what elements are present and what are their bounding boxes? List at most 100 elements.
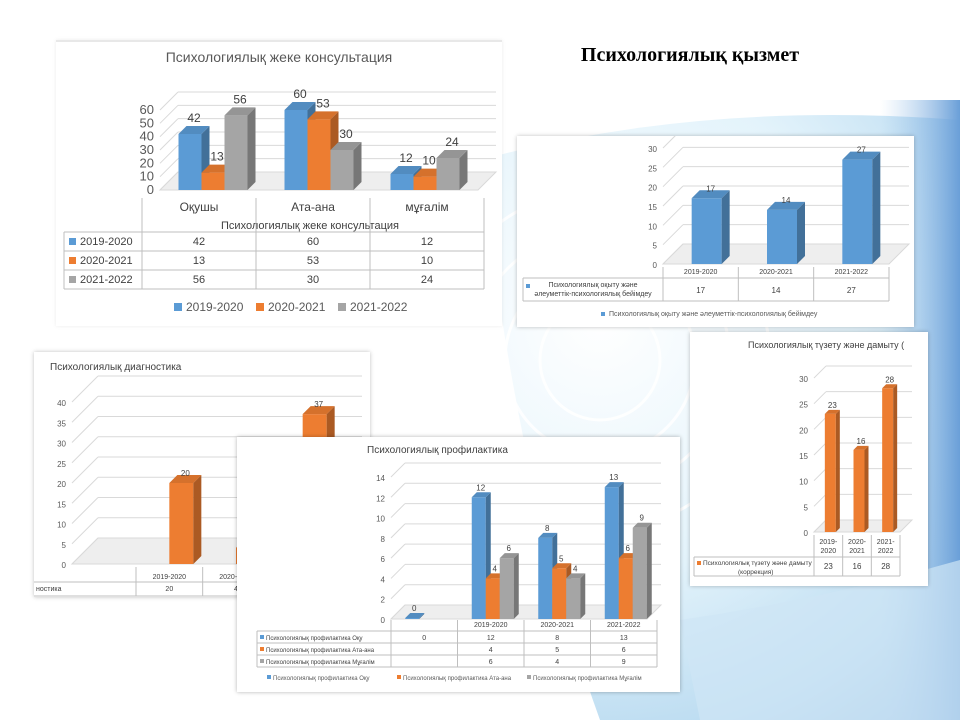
y-tick-label: 50 (140, 115, 154, 130)
gridline-side (662, 204, 684, 226)
data-label: 6 (507, 544, 512, 553)
bar-2019-2020 (169, 475, 202, 564)
table-row-label: әлеуметтік-психологиялық бейімдеу (534, 290, 652, 298)
x-tick-label: 2020 (821, 548, 837, 555)
y-tick-label: 6 (381, 555, 386, 564)
x-tick-label: 2022 (878, 548, 894, 555)
legend-key (69, 238, 76, 245)
bar-Психологиялық профилактика Оқу-2 (538, 532, 558, 619)
y-tick-label: 12 (376, 494, 385, 503)
y-tick-label: 25 (57, 460, 66, 469)
gridline-side (159, 118, 179, 138)
gridline-side (159, 91, 179, 111)
y-tick-label: 10 (376, 515, 385, 524)
y-tick-label: 30 (799, 375, 808, 384)
data-label: 12 (399, 151, 413, 165)
gridline-side (813, 391, 827, 405)
bar-Психологиялық профилактика Оқу-0 (405, 613, 425, 619)
bar-2021-2022 (842, 151, 881, 264)
data-label: 13 (609, 473, 618, 482)
y-tick-label: 10 (799, 478, 808, 487)
gridline-side (159, 131, 179, 151)
gridline-side (159, 158, 179, 178)
table-cell: 13 (620, 635, 628, 642)
table-cell: 10 (421, 255, 433, 267)
gridline-side (159, 144, 179, 164)
chart-title: Психологиялық жеке консультация (166, 49, 393, 65)
consultation-chart: Психологиялық жеке консультация010203040… (56, 40, 502, 314)
gridline-side (390, 482, 406, 498)
table-row-label: 2020-2021 (80, 255, 133, 267)
correction-chart: Психологиялық түзету және дамыту (0 5 10 15… (693, 340, 914, 577)
x-tick-label: мұғалім (405, 200, 448, 214)
x-tick-label: 2019-2020 (684, 269, 718, 276)
legend-key (526, 284, 530, 288)
chart-title: Психологиялық диагностика (50, 362, 182, 373)
gridline-side (71, 517, 99, 545)
bar-2021-2022-Ата-ана (330, 142, 362, 190)
table-cell: 12 (421, 236, 433, 248)
legend-swatch (256, 303, 264, 311)
data-label: 56 (233, 92, 247, 106)
data-label: 9 (640, 514, 645, 523)
y-tick-label: 20 (799, 426, 808, 435)
slide-title: Психологиялық қызмет (580, 44, 800, 66)
bar-2021-2022-мұғалім (436, 150, 468, 190)
table-cell: 9 (622, 659, 626, 666)
y-tick-label: 20 (648, 184, 657, 193)
table-row-label: 2021-2022 (80, 274, 133, 286)
table-cell: 20 (165, 586, 173, 593)
y-tick-label: 35 (57, 419, 66, 428)
legend-swatch (601, 312, 605, 316)
table-cell: 27 (847, 286, 856, 295)
y-tick-label: 30 (648, 145, 657, 154)
y-tick-label: 25 (799, 401, 808, 410)
y-tick-label: 40 (140, 129, 154, 144)
legend-label: Психологиялық профилактика Мұғалім (533, 676, 642, 682)
legend-key (69, 276, 76, 283)
table-cell: 4 (234, 586, 238, 593)
legend-key (260, 647, 264, 651)
legend-label: 2019-2020 (186, 300, 244, 314)
gridline-side (159, 104, 179, 124)
y-tick-label: 20 (140, 155, 154, 170)
x-tick-label: Ата-ана (291, 200, 335, 214)
x-tick-label: 2020-2021 (541, 622, 575, 629)
table-row-label: ностика (36, 586, 62, 593)
table-cell: 60 (307, 236, 319, 248)
legend-label: 2021-2022 (350, 300, 408, 314)
y-tick-label: 30 (57, 440, 66, 449)
data-label: 24 (445, 135, 459, 149)
data-label: 13 (210, 150, 224, 164)
y-tick-label: 0 (147, 182, 154, 197)
data-label: 10 (422, 154, 436, 168)
data-label: 53 (316, 96, 330, 110)
data-label: 6 (626, 544, 631, 553)
y-tick-label: 15 (57, 500, 66, 509)
table-cell: 14 (772, 286, 781, 295)
table-row-label: Психологиялық профилактика Мұғалім (266, 660, 375, 666)
y-tick-label: 40 (57, 399, 66, 408)
x-tick-label: 2020-2021 (759, 269, 793, 276)
y-tick-label: 60 (140, 102, 154, 117)
x-tick-label: 2020- (848, 539, 867, 546)
y-tick-label: 20 (57, 480, 66, 489)
gridline-side (813, 493, 827, 507)
table-cell: 53 (307, 255, 319, 267)
table-cell: 42 (193, 236, 205, 248)
y-tick-label: 5 (653, 242, 658, 251)
x-tick-label: 2021-2022 (835, 269, 869, 276)
table-cell: 23 (824, 562, 833, 571)
y-tick-label: 15 (799, 452, 808, 461)
legend-label: 2020-2021 (268, 300, 326, 314)
table-cell: 24 (421, 274, 433, 286)
bar-Психологиялық профилактика Мұғалім-3 (632, 522, 652, 619)
gridline-side (71, 395, 99, 423)
legend-key (69, 257, 76, 264)
y-tick-label: 15 (648, 203, 657, 212)
y-tick-label: 0 (62, 561, 67, 570)
y-tick-label: 5 (62, 541, 67, 550)
table-cell: 4 (489, 647, 493, 654)
gridline-side (813, 468, 827, 482)
gridline-side (390, 543, 406, 559)
